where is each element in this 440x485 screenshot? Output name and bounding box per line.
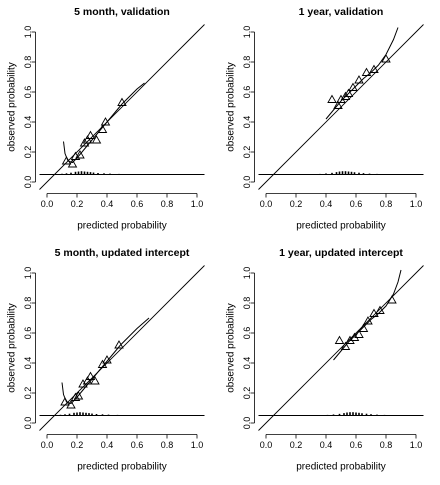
x-tick-label: 0.8 bbox=[380, 199, 393, 209]
y-tick-label: 0.0 bbox=[23, 417, 33, 430]
x-tick-label: 0.2 bbox=[290, 440, 303, 450]
y-axis-label: observed probability bbox=[226, 303, 237, 393]
y-tick-label: 0.2 bbox=[242, 387, 252, 400]
y-tick-label: 0.8 bbox=[242, 297, 252, 310]
triangle-point bbox=[333, 100, 343, 109]
triangle-point bbox=[91, 135, 102, 144]
triangle-point bbox=[61, 156, 72, 165]
triangle-point bbox=[358, 323, 369, 332]
calibration-curve bbox=[325, 27, 399, 120]
triangle-point bbox=[349, 332, 360, 341]
triangle-point bbox=[79, 138, 90, 147]
diagonal-reference bbox=[258, 265, 424, 431]
triangle-point bbox=[82, 135, 93, 144]
y-tick-label: 0.0 bbox=[242, 176, 252, 189]
triangle-point bbox=[97, 124, 108, 133]
x-axis-label: predicted probability bbox=[296, 462, 386, 473]
triangle-point bbox=[73, 391, 84, 400]
triangle-point bbox=[369, 64, 379, 73]
y-tick-label: 0.4 bbox=[242, 116, 252, 129]
triangle-point bbox=[67, 159, 78, 168]
triangle-point bbox=[85, 371, 96, 380]
panel: 5 month, updated intercept predicted prob… bbox=[7, 247, 205, 473]
panel: 1 year, updated intercept predicted proba… bbox=[226, 247, 424, 473]
x-tick-label: 0.8 bbox=[161, 199, 174, 209]
panel-title: 1 year, validation bbox=[299, 6, 384, 18]
triangle-point bbox=[327, 94, 337, 103]
x-tick-label: 0.0 bbox=[41, 440, 54, 450]
panel-title: 5 month, updated intercept bbox=[55, 247, 190, 259]
y-tick-label: 0.2 bbox=[242, 146, 252, 159]
y-axis-label: observed probability bbox=[7, 303, 18, 393]
x-tick-label: 1.0 bbox=[410, 440, 423, 450]
y-tick-label: 1.0 bbox=[23, 26, 33, 39]
x-tick-label: 0.2 bbox=[71, 199, 84, 209]
panel: 1 year, validation predicted probability o… bbox=[226, 6, 424, 232]
x-tick-label: 0.4 bbox=[101, 199, 114, 209]
triangle-point bbox=[381, 54, 391, 63]
triangle-point bbox=[343, 88, 354, 97]
y-tick-label: 0.6 bbox=[242, 86, 252, 99]
y-tick-label: 0.2 bbox=[23, 387, 33, 400]
x-tick-label: 0.0 bbox=[260, 199, 273, 209]
x-tick-label: 0.0 bbox=[260, 440, 273, 450]
triangle-point bbox=[340, 91, 351, 100]
calibration-curve bbox=[61, 317, 150, 405]
y-tick-label: 0.4 bbox=[23, 116, 33, 129]
x-tick-label: 0.4 bbox=[320, 199, 333, 209]
triangle-point bbox=[90, 376, 100, 385]
x-tick-label: 0.4 bbox=[320, 440, 333, 450]
x-tick-label: 0.0 bbox=[41, 199, 54, 209]
x-tick-label: 0.4 bbox=[101, 440, 114, 450]
y-tick-label: 1.0 bbox=[242, 267, 252, 280]
y-axis-label: observed probability bbox=[226, 62, 237, 152]
x-tick-label: 0.8 bbox=[161, 440, 174, 450]
y-tick-label: 0.0 bbox=[23, 176, 33, 189]
panel-title: 5 month, validation bbox=[74, 6, 170, 18]
x-tick-label: 1.0 bbox=[191, 199, 204, 209]
triangle-point bbox=[85, 130, 96, 139]
triangle-point bbox=[334, 335, 345, 344]
x-tick-label: 0.2 bbox=[71, 440, 84, 450]
y-tick-label: 1.0 bbox=[242, 26, 252, 39]
x-axis-label: predicted probability bbox=[296, 221, 386, 232]
triangle-point bbox=[66, 400, 76, 409]
x-tick-label: 0.6 bbox=[350, 440, 363, 450]
triangle-point bbox=[340, 341, 351, 350]
y-tick-label: 1.0 bbox=[23, 267, 33, 280]
y-tick-label: 0.4 bbox=[23, 357, 33, 370]
triangle-point bbox=[75, 150, 85, 159]
calibration-curve bbox=[63, 82, 145, 164]
panel-title: 1 year, updated intercept bbox=[279, 247, 403, 259]
y-tick-label: 0.8 bbox=[23, 56, 33, 69]
triangle-point bbox=[345, 335, 355, 344]
panel: 5 month, validation predicted probability… bbox=[7, 6, 205, 232]
y-tick-label: 0.6 bbox=[242, 327, 252, 340]
y-tick-label: 0.4 bbox=[242, 357, 252, 370]
y-tick-label: 0.6 bbox=[23, 86, 33, 99]
y-tick-label: 0.2 bbox=[23, 146, 33, 159]
x-axis-label: predicted probability bbox=[77, 221, 167, 232]
triangle-point bbox=[60, 397, 70, 406]
x-axis-label: predicted probability bbox=[77, 462, 167, 473]
x-tick-label: 0.6 bbox=[131, 199, 144, 209]
diagonal-reference bbox=[39, 24, 205, 190]
x-tick-label: 0.6 bbox=[350, 199, 363, 209]
x-tick-label: 0.2 bbox=[290, 199, 303, 209]
y-tick-label: 0.8 bbox=[23, 297, 33, 310]
x-tick-label: 1.0 bbox=[191, 440, 204, 450]
x-tick-label: 0.8 bbox=[380, 440, 393, 450]
y-tick-label: 0.0 bbox=[242, 417, 252, 430]
triangle-point bbox=[78, 379, 88, 388]
x-tick-label: 0.6 bbox=[131, 440, 144, 450]
calibration-curve bbox=[333, 269, 402, 361]
y-tick-label: 0.6 bbox=[23, 327, 33, 340]
y-axis-label: observed probability bbox=[7, 62, 18, 152]
x-tick-label: 1.0 bbox=[410, 199, 423, 209]
y-tick-label: 0.8 bbox=[242, 56, 252, 69]
